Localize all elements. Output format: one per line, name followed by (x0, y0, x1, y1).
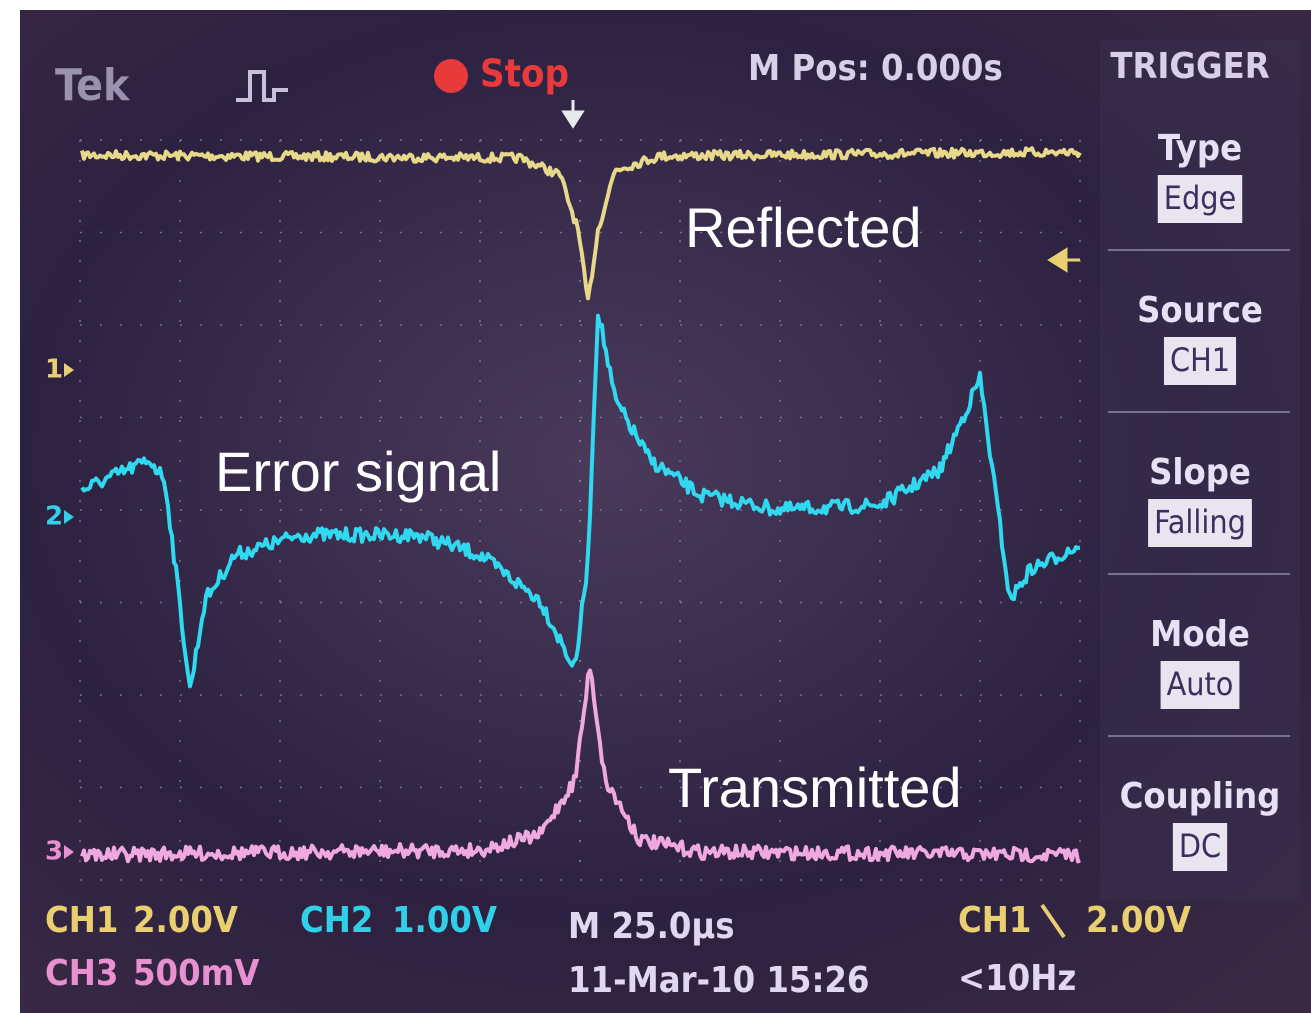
menu-label: Source (1137, 290, 1263, 331)
marker-arrow (64, 363, 74, 377)
menu-label: Coupling (1120, 776, 1281, 817)
trigger-source: CH1 (958, 900, 1031, 941)
slope-icon (1040, 903, 1066, 939)
menu-value: DC (1179, 827, 1221, 865)
channel-marker: 2 (45, 502, 63, 532)
channel-label: CH2 (300, 900, 373, 941)
menu-value-box (1148, 499, 1252, 547)
channel-marker: 1 (45, 355, 63, 385)
annotation: Transmitted (668, 756, 962, 819)
brand: Tek (55, 60, 131, 111)
menu-value-box (1163, 337, 1237, 385)
run-status: Stop (480, 52, 569, 96)
channel-scale: 1.00V (392, 900, 497, 941)
menu-value-box (1160, 661, 1240, 709)
trigger-level: 2.00V (1086, 900, 1191, 941)
trigger-position-marker (561, 100, 585, 129)
marker-arrow (64, 845, 74, 859)
channel-label: CH1 (45, 900, 118, 941)
trace (80, 313, 1081, 689)
menu-label: Type (1158, 128, 1242, 169)
menu-value-box (1157, 175, 1243, 223)
menu-value: Auto (1167, 665, 1234, 703)
trigger-frequency: <10Hz (958, 958, 1076, 999)
channel-label: CH3 (45, 953, 118, 994)
menu-label: Mode (1150, 614, 1250, 655)
timebase: M 25.0µs (568, 906, 735, 947)
menu-label: Slope (1149, 452, 1251, 493)
marker-arrow (64, 510, 74, 524)
channel-scale: 2.00V (133, 900, 238, 941)
annotation: Reflected (685, 196, 922, 259)
menu-value: Falling (1154, 503, 1246, 541)
menu-value: Edge (1164, 179, 1236, 217)
trace (80, 146, 1082, 301)
date-time: 11-Mar-10 15:26 (568, 960, 869, 1001)
menu-value-box (1172, 823, 1228, 871)
trace (80, 668, 1081, 864)
horizontal-position: M Pos: 0.000s (748, 48, 1003, 89)
annotation: Error signal (215, 440, 501, 503)
channel-scale: 500mV (133, 953, 259, 994)
menu-title: TRIGGER (1110, 46, 1269, 87)
trigger-level-marker (1047, 247, 1080, 273)
channel-marker: 3 (45, 837, 63, 867)
acquire-icon (236, 70, 288, 102)
stop-indicator (434, 59, 468, 93)
waveforms (80, 146, 1082, 864)
menu-value: CH1 (1170, 341, 1230, 379)
